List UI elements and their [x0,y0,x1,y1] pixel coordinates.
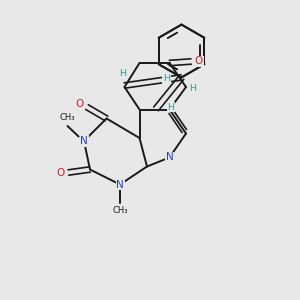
Text: O: O [76,99,84,109]
Text: CH₃: CH₃ [59,113,75,122]
Text: N: N [166,152,173,163]
Text: CH₃: CH₃ [112,206,128,215]
Text: H: H [167,103,175,112]
Text: H: H [119,68,126,77]
Text: N: N [116,179,124,190]
Text: H: H [189,84,196,93]
Text: O: O [56,167,65,178]
Text: H: H [163,74,170,83]
Text: N: N [80,136,88,146]
Text: O: O [195,56,203,67]
